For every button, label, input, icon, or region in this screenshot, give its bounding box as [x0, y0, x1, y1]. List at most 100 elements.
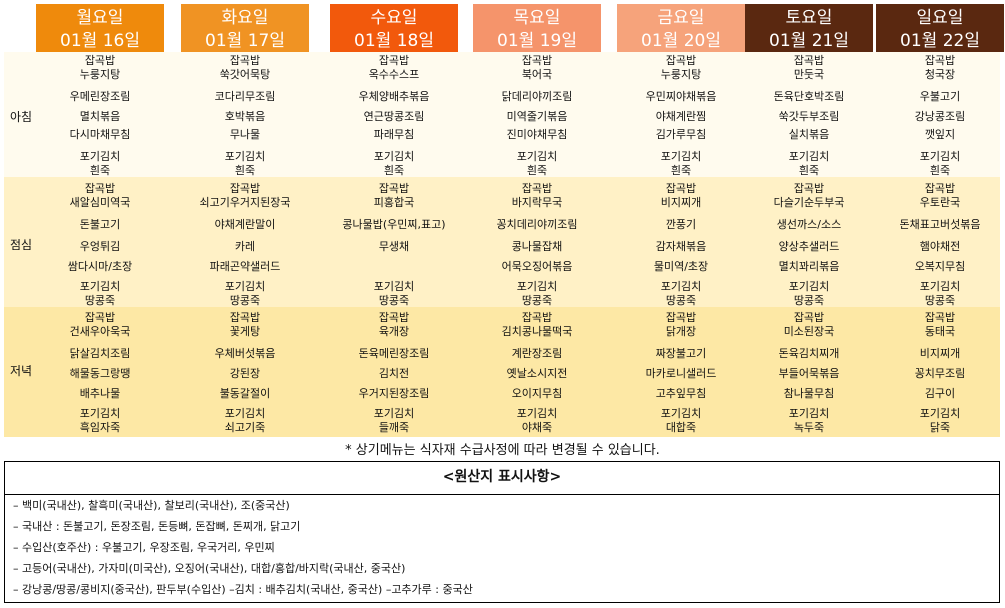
- breakfast-menu-item: 실치볶음: [788, 128, 830, 141]
- lunch-menu-item: 깐풍기: [665, 218, 697, 231]
- dinner-menu-item: 강된장: [229, 367, 261, 380]
- dinner-menu-item: 잡곡밥: [665, 311, 697, 324]
- lunch-menu-item: 감자채볶음: [655, 240, 707, 253]
- breakfast-menu-item: 흰죽: [526, 164, 548, 177]
- dinner-menu-item: 포기김치: [79, 407, 121, 420]
- dinner-menu-item: 잡곡밥: [229, 311, 261, 324]
- lunch-menu-item: 잡곡밥: [924, 182, 956, 195]
- breakfast-menu-item: 만둣국: [793, 68, 825, 81]
- dinner-menu-item: 들깨죽: [378, 421, 410, 434]
- lunch-menu-item: 다슬기순두부국: [773, 196, 845, 209]
- dinner-menu-item: 잡곡밥: [924, 311, 956, 324]
- dinner-menu-item: 잡곡밥: [521, 311, 553, 324]
- lunch-menu-item: 땅콩죽: [378, 294, 410, 307]
- dinner-menu-item: 돈육김치찌개: [778, 347, 840, 360]
- menu-change-notice: * 상기메뉴는 식자재 수급사정에 따라 변경될 수 있습니다.: [345, 443, 660, 458]
- lunch-menu-item: 땅콩죽: [229, 294, 261, 307]
- day-name: 토요일: [785, 8, 833, 28]
- lunch-menu-item: 잡곡밥: [793, 182, 825, 195]
- breakfast-menu-item: 멸치볶음: [79, 110, 121, 123]
- lunch-menu-item: 피홍합국: [373, 196, 415, 209]
- breakfast-menu-item: 옥수수스프: [368, 68, 420, 81]
- breakfast-menu-item: 코다리무조림: [214, 90, 276, 103]
- day-name: 일요일: [916, 8, 964, 28]
- lunch-menu-item: 물미역/초장: [653, 260, 709, 273]
- lunch-menu-item: 어묵오징어볶음: [501, 260, 573, 273]
- lunch-menu-item: 포기김치: [224, 280, 266, 293]
- dinner-menu-item: 마카로니샐러드: [645, 367, 717, 380]
- breakfast-menu-item: 포기김치: [788, 150, 830, 163]
- breakfast-menu-item: 강낭콩조림: [914, 110, 966, 123]
- dinner-menu-item: 닭살김치조림: [69, 347, 131, 360]
- breakfast-menu-item: 파래무침: [373, 128, 415, 141]
- breakfast-menu-item: 무나물: [229, 128, 261, 141]
- dinner-menu-item: 야채죽: [521, 421, 553, 434]
- day-column: 수요일 01월 18일 잡곡밥 옥수수스프 우체양배추볶음 연근땅콩조림 파래무침 포기김치 흰…: [330, 4, 458, 434]
- lunch-menu-item: 잡곡밥: [229, 182, 261, 195]
- dinner-menu-item: 잡곡밥: [793, 311, 825, 324]
- day-name: 화요일: [221, 8, 269, 28]
- lunch-menu-item: 햄야채전: [919, 240, 961, 253]
- breakfast-menu-item: 흰죽: [234, 164, 256, 177]
- dinner-menu-item: 불동갈절이: [219, 387, 271, 400]
- breakfast-menu-item: 포기김치: [660, 150, 702, 163]
- dinner-menu-item: 포기김치: [224, 407, 266, 420]
- dinner-menu-item: 김치콩나물떡국: [501, 325, 573, 338]
- day-date: 01월 20일: [641, 31, 721, 51]
- lunch-menu-item: 꽁치데리야끼조림: [496, 218, 578, 231]
- day-header: 토요일 01월 21일: [745, 4, 873, 52]
- breakfast-menu-item: 김가루무침: [655, 128, 707, 141]
- lunch-menu-item: 포기김치: [660, 280, 702, 293]
- meal-label-breakfast: 아침: [10, 110, 33, 124]
- dinner-menu-item: 계란장조림: [511, 347, 563, 360]
- breakfast-menu-item: 진미야채무침: [506, 128, 568, 141]
- breakfast-menu-item: 깻잎지: [924, 128, 956, 141]
- day-date: 01월 21일: [769, 31, 849, 51]
- lunch-menu-item: 잡곡밥: [665, 182, 697, 195]
- breakfast-menu-item: 흰죽: [670, 164, 692, 177]
- day-column: 토요일 01월 21일 잡곡밥 만둣국 돈육단호박조림 쑥갓두부조림 실치볶음 포기김치 흰죽 잡…: [745, 4, 873, 434]
- dinner-menu-item: 건새우아욱국: [69, 325, 131, 338]
- day-date: 01월 18일: [354, 31, 434, 51]
- day-date: 01월 22일: [900, 31, 980, 51]
- breakfast-menu-item: 잡곡밥: [924, 54, 956, 67]
- day-date: 01월 16일: [60, 31, 140, 51]
- breakfast-menu-item: 잡곡밥: [84, 54, 116, 67]
- lunch-menu-item: 무생채: [378, 240, 410, 253]
- dinner-menu-item: 옛날소시지전: [506, 367, 568, 380]
- breakfast-menu-item: 포기김치: [79, 150, 121, 163]
- breakfast-menu-item: 잡곡밥: [665, 54, 697, 67]
- dinner-menu-item: 해물동그랑땡: [69, 367, 131, 380]
- meal-label-lunch: 점심: [10, 238, 33, 252]
- breakfast-menu-item: 청국장: [924, 68, 956, 81]
- lunch-menu-item: 쌈다시마/초장: [67, 260, 133, 273]
- day-column: 화요일 01월 17일 잡곡밥 쑥갓어묵탕 코다리무조림 호박볶음 무나물 포기김치 흰죽 잡곡밥…: [181, 4, 309, 434]
- dinner-menu-item: 우체버섯볶음: [214, 347, 276, 360]
- dinner-menu-item: 잡곡밥: [378, 311, 410, 324]
- dinner-menu-item: 대합죽: [665, 421, 697, 434]
- dinner-menu-item: 오이지무침: [511, 387, 563, 400]
- dinner-menu-item: 포기김치: [373, 407, 415, 420]
- dinner-menu-item: 꽃게탕: [229, 325, 261, 338]
- day-name: 수요일: [370, 8, 418, 28]
- meal-label-dinner: 저녁: [10, 364, 33, 378]
- dinner-menu-item: 포기김치: [788, 407, 830, 420]
- dinner-menu-item: 꽁치무조림: [914, 367, 966, 380]
- day-header: 목요일 01월 19일: [473, 4, 601, 52]
- dinner-menu-item: 포기김치: [516, 407, 558, 420]
- breakfast-menu-item: 닭데리야끼조림: [501, 90, 573, 103]
- breakfast-menu-item: 잡곡밥: [229, 54, 261, 67]
- dinner-menu-item: 닭개장: [665, 325, 697, 338]
- breakfast-menu-item: 흰죽: [929, 164, 951, 177]
- lunch-menu-item: 포기김치: [788, 280, 830, 293]
- lunch-menu-item: 콩나물잡채: [511, 240, 563, 253]
- dinner-menu-item: 닭죽: [929, 421, 951, 434]
- origin-line: – 강낭콩/땅콩/콩비지(중국산), 판두부(수입산) –김치 : 배추김치(국…: [13, 583, 473, 596]
- breakfast-menu-item: 우체양배추볶음: [358, 90, 430, 103]
- origin-info-title: <원산지 표시사항>: [5, 462, 999, 495]
- breakfast-menu-item: 미역줄기볶음: [506, 110, 568, 123]
- day-column: 월요일 01월 16일 잡곡밥 누룽지탕 우메린장조림 멸치볶음 다시마채무침 포기김치 흰죽 잡…: [36, 4, 164, 434]
- lunch-menu-item: 비지찌개: [660, 196, 702, 209]
- day-column: 금요일 01월 20일 잡곡밥 누룽지탕 우민찌야채볶음 야채계란찜 김가루무침 포기김치 흰죽…: [617, 4, 745, 434]
- lunch-menu-item: 생선까스/소스: [776, 218, 842, 231]
